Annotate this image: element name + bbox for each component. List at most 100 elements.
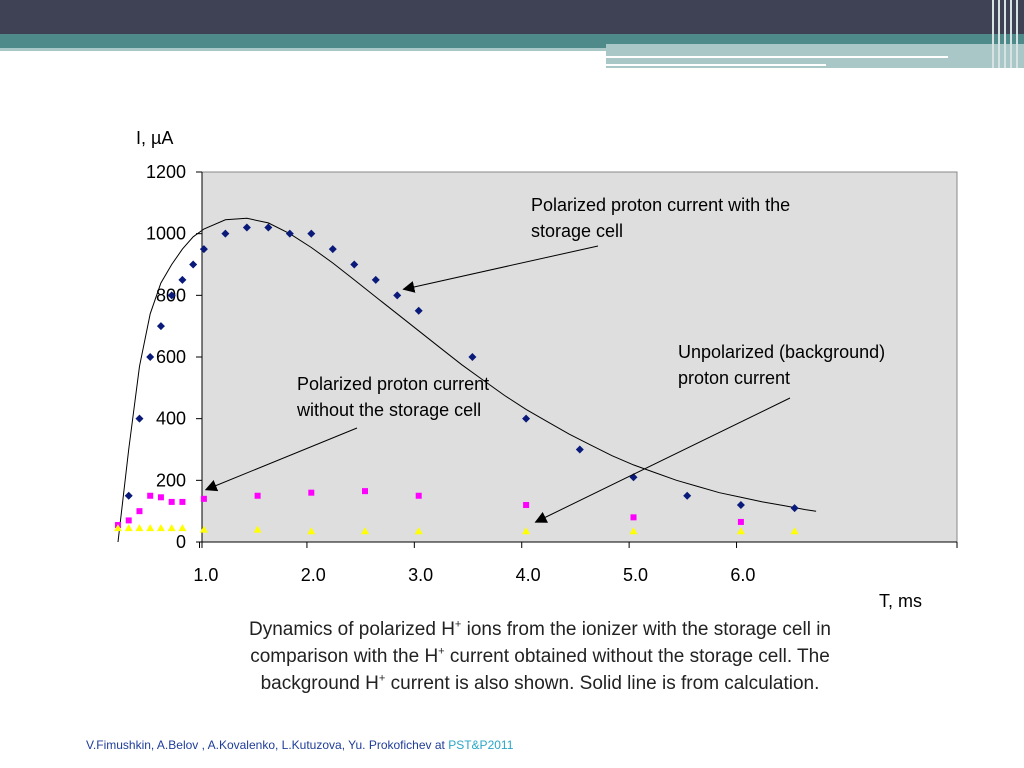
data-point-with-cell <box>242 223 251 232</box>
data-point-background <box>146 524 155 532</box>
data-point-background <box>790 527 799 535</box>
data-point-with-cell <box>790 504 799 513</box>
data-point-with-cell <box>146 353 155 361</box>
annotation-text: storage cell <box>531 221 623 241</box>
footer-event: PST&P2011 <box>448 738 514 752</box>
data-point-without-cell <box>308 489 315 496</box>
data-point-with-cell <box>199 245 208 254</box>
footer-authors: V.Fimushkin, A.Belov , A.Kovalenko, L.Ku… <box>86 738 449 752</box>
chart: 0200400600800100012001.02.03.04.05.06.0 … <box>113 128 958 611</box>
data-point-without-cell <box>179 498 186 505</box>
footer: V.Fimushkin, A.Belov , A.Kovalenko, L.Ku… <box>86 738 513 752</box>
x-tick-label: 5.0 <box>623 565 648 585</box>
data-point-without-cell <box>362 488 368 495</box>
data-point-background <box>113 524 122 532</box>
y-tick-label: 1000 <box>146 224 186 244</box>
x-axis-title: T, ms <box>879 591 922 611</box>
data-point-without-cell <box>157 494 164 501</box>
y-tick-label: 400 <box>156 409 186 429</box>
caption-text: background H <box>260 673 379 694</box>
data-point-with-cell <box>522 414 531 423</box>
annotation-text: proton current <box>678 368 790 388</box>
y-tick-label: 0 <box>176 532 186 552</box>
data-point-background <box>522 527 531 535</box>
caption-superscript: + <box>378 672 386 685</box>
header-stripe <box>606 56 948 58</box>
data-point-without-cell <box>630 514 637 521</box>
caption-text: current obtained without the storage cel… <box>444 646 830 667</box>
caption-text: ions from the ionizer with the storage c… <box>461 619 831 640</box>
data-point-without-cell <box>136 508 143 515</box>
data-point-with-cell <box>178 275 187 284</box>
corner-decoration <box>988 0 1024 68</box>
data-point-without-cell <box>737 518 744 525</box>
data-point-with-cell <box>683 491 692 500</box>
data-point-background <box>361 527 369 535</box>
x-tick-label: 3.0 <box>408 565 433 585</box>
calculation-curve <box>117 217 817 543</box>
data-point-background <box>629 527 638 535</box>
x-tick-label: 4.0 <box>516 565 541 585</box>
y-tick-label: 200 <box>156 470 186 490</box>
x-tick-label: 1.0 <box>193 565 218 585</box>
data-point-without-cell <box>523 502 530 508</box>
data-point-with-cell <box>124 491 133 500</box>
caption-superscript: + <box>454 618 462 631</box>
annotation-background: Unpolarized (background) proton current <box>534 342 885 523</box>
y-tick-label: 1200 <box>146 162 186 182</box>
annotation-without-cell: Polarized proton current without the stor… <box>204 374 489 492</box>
annotation-arrow <box>534 397 791 523</box>
data-point-background <box>307 527 316 535</box>
annotation-text: Polarized proton current <box>297 374 489 394</box>
data-point-without-cell <box>125 517 132 524</box>
x-tick-label: 2.0 <box>301 565 326 585</box>
plot-area <box>201 171 958 543</box>
data-point-without-cell <box>168 498 175 505</box>
data-point-with-cell <box>307 229 316 238</box>
data-point-without-cell <box>254 492 261 499</box>
data-point-with-cell <box>156 322 165 331</box>
data-point-with-cell <box>264 223 273 232</box>
data-point-with-cell <box>167 291 176 300</box>
data-point-without-cell <box>415 492 422 499</box>
header-stripe <box>606 64 826 66</box>
data-point-background <box>167 524 176 532</box>
data-point-with-cell <box>575 445 584 454</box>
caption-superscript: + <box>438 645 445 658</box>
figure-caption: Dynamics of polarized H+ ions from the i… <box>150 616 930 697</box>
data-point-with-cell <box>328 245 337 254</box>
annotation-text: Unpolarized (background) <box>678 342 885 362</box>
data-point-background <box>253 525 262 533</box>
data-point-without-cell <box>147 492 154 499</box>
annotation-text: without the storage cell <box>296 400 481 420</box>
caption-text: current is also shown. Solid line is fro… <box>385 673 820 694</box>
data-point-background <box>135 524 144 532</box>
x-tick-label: 6.0 <box>730 565 755 585</box>
annotation-with-cell: Polarized proton current with the storage… <box>402 195 790 293</box>
header-teal-line <box>0 48 606 51</box>
data-point-with-cell <box>285 229 294 238</box>
data-point-with-cell <box>350 260 359 269</box>
data-point-with-cell <box>414 306 423 315</box>
header-bar <box>0 0 1024 34</box>
data-point-background <box>736 527 745 535</box>
data-point-background <box>199 525 208 533</box>
annotation-arrow <box>204 427 358 492</box>
data-point-background <box>124 524 133 532</box>
data-point-with-cell <box>468 353 477 361</box>
data-point-background <box>156 524 165 532</box>
data-point-with-cell <box>189 260 198 269</box>
y-axis-title: I, µA <box>136 128 173 148</box>
data-point-with-cell <box>736 501 745 509</box>
annotation-arrow <box>402 245 599 293</box>
data-point-background <box>414 527 423 535</box>
data-point-with-cell <box>393 291 402 300</box>
data-point-with-cell <box>221 229 230 238</box>
data-point-background <box>178 524 187 532</box>
data-point-with-cell <box>135 414 144 423</box>
data-point-without-cell <box>200 495 207 502</box>
data-point-with-cell <box>371 275 380 284</box>
caption-text: Dynamics of polarized H <box>249 619 455 640</box>
caption-text: comparison with the H <box>250 646 439 667</box>
annotation-text: Polarized proton current with the <box>531 195 790 215</box>
